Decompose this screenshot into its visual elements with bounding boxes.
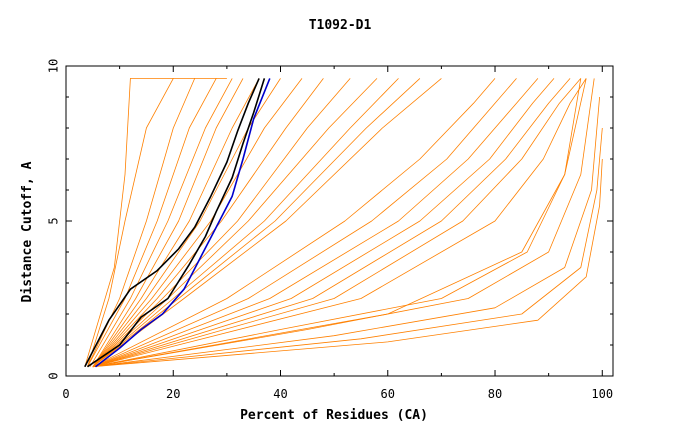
x-tick-label: 100 [591, 387, 613, 401]
tick-layer: 0 20 40 60 80 100 0 5 10 [47, 59, 614, 401]
series-line-bulk-3 [87, 78, 217, 367]
series-line-bulk-26 [92, 127, 603, 368]
series-line-highlight-black-29 [87, 78, 266, 368]
series-line-bulk-18 [92, 78, 555, 368]
series-line-bulk-23 [92, 78, 587, 368]
series-line-bulk-0 [84, 78, 227, 367]
series-line-highlight-black-28 [84, 78, 260, 368]
y-tick-label: 0 [47, 372, 61, 379]
series-line-bulk-1 [87, 78, 174, 367]
series-line-bulk-11 [92, 78, 378, 367]
series-line-bulk-9 [92, 78, 324, 367]
x-tick-label: 60 [381, 387, 395, 401]
series-line-bulk-8 [92, 78, 303, 367]
series-line-bulk-4 [89, 78, 233, 367]
x-axis-title: Percent of Residues (CA) [240, 408, 428, 423]
series-line-bulk-6 [92, 78, 260, 367]
series-line-bulk-7 [92, 78, 281, 367]
series-line-bulk-5 [92, 78, 244, 367]
series-line-bulk-16 [92, 78, 517, 368]
series-line-highlight-blue-30 [95, 78, 271, 368]
chart-title: T1092-D1 [309, 18, 372, 33]
series-line-bulk-21 [92, 78, 587, 368]
series-line-bulk-20 [92, 78, 582, 368]
y-axis-title: Distance Cutoff, A [20, 161, 35, 302]
x-tick-label: 40 [273, 387, 287, 401]
x-tick-label: 20 [166, 387, 180, 401]
series-line-bulk-25 [92, 96, 600, 368]
series-line-bulk-22 [92, 78, 582, 368]
x-tick-label: 0 [62, 387, 69, 401]
series-line-bulk-12 [92, 78, 399, 368]
y-tick-label: 5 [47, 217, 61, 224]
plot-area [66, 66, 613, 376]
series-line-bulk-13 [92, 78, 421, 368]
series-line-bulk-24 [92, 78, 595, 368]
series-line-bulk-10 [92, 78, 351, 367]
y-tick-label: 10 [47, 59, 61, 73]
series-layer [84, 78, 603, 368]
series-line-bulk-15 [92, 78, 496, 368]
series-line-bulk-27 [92, 158, 603, 368]
series-line-bulk-17 [92, 78, 539, 368]
series-line-bulk-19 [92, 78, 571, 368]
x-tick-label: 80 [488, 387, 502, 401]
